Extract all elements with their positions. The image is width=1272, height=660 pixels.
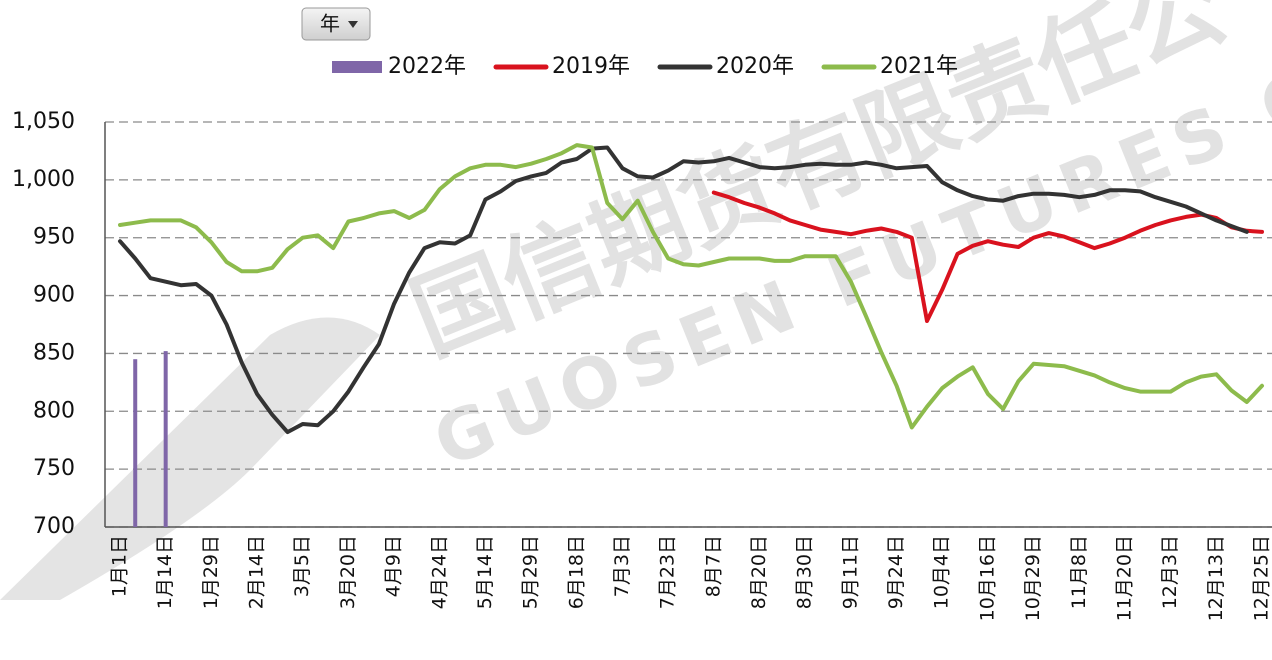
legend-label: 2021年 bbox=[880, 54, 958, 79]
y-tick-label: 850 bbox=[33, 340, 75, 365]
x-tick-label: 1月29日 bbox=[200, 535, 222, 609]
line bbox=[118, 145, 1249, 435]
dropdown-button[interactable] bbox=[301, 7, 371, 41]
y-tick-label: 1,050 bbox=[12, 109, 75, 134]
watermark: 国信期货有限责任公 GUOSEN FUTURES CO bbox=[0, 0, 1272, 600]
x-tick-label: 3月20日 bbox=[337, 535, 359, 609]
line bbox=[711, 190, 1264, 323]
y-tick-label: 700 bbox=[33, 514, 75, 539]
y-tick-label: 950 bbox=[33, 225, 75, 250]
y-tick-label: 900 bbox=[33, 283, 75, 308]
legend-label: 2019年 bbox=[552, 54, 630, 79]
x-tick-label: 8月7日 bbox=[702, 535, 724, 597]
x-tick-label: 5月29日 bbox=[520, 535, 542, 609]
line bbox=[118, 143, 1264, 430]
legend-label: 2020年 bbox=[716, 54, 794, 79]
bar bbox=[133, 359, 138, 527]
x-tick-label: 12月3日 bbox=[1159, 535, 1181, 609]
x-tick-label: 4月9日 bbox=[383, 535, 405, 597]
x-tick-label: 1月14日 bbox=[154, 535, 176, 609]
x-tick-label: 12月25日 bbox=[1251, 535, 1272, 621]
y-tick-label: 1,000 bbox=[12, 167, 75, 192]
x-tick-label: 5月14日 bbox=[474, 535, 496, 609]
dropdown-label[interactable]: 年 bbox=[320, 12, 340, 36]
x-tick-label: 7月23日 bbox=[657, 535, 679, 609]
legend-swatch bbox=[332, 61, 382, 73]
x-tick-label: 11月8日 bbox=[1068, 535, 1090, 609]
x-tick-label: 4月24日 bbox=[428, 535, 450, 609]
x-tick-label: 9月24日 bbox=[885, 535, 907, 609]
y-tick-label: 750 bbox=[33, 456, 75, 481]
x-tick-label: 9月11日 bbox=[839, 535, 861, 609]
x-tick-label: 1月1日 bbox=[109, 535, 131, 597]
y-tick-label: 800 bbox=[33, 398, 75, 423]
x-tick-label: 12月13日 bbox=[1205, 535, 1227, 621]
x-tick-label: 8月20日 bbox=[748, 535, 770, 609]
filter-dropdown[interactable]: 年 bbox=[301, 7, 371, 41]
x-tick-label: 7月3日 bbox=[611, 535, 633, 597]
x-tick-label: 3月5日 bbox=[291, 535, 313, 597]
bar bbox=[163, 351, 168, 527]
legend-label: 2022年 bbox=[388, 54, 466, 79]
x-tick-label: 10月16日 bbox=[976, 535, 998, 621]
x-tick-label: 11月20日 bbox=[1113, 535, 1135, 621]
x-tick-label: 6月18日 bbox=[565, 535, 587, 609]
watermark-logo bbox=[0, 317, 380, 600]
x-tick-label: 8月30日 bbox=[794, 535, 816, 609]
x-tick-label: 2月14日 bbox=[246, 535, 268, 609]
x-tick-label: 10月29日 bbox=[1022, 535, 1044, 621]
dropdown-arrow[interactable] bbox=[348, 21, 358, 28]
x-tick-label: 10月4日 bbox=[931, 535, 953, 609]
